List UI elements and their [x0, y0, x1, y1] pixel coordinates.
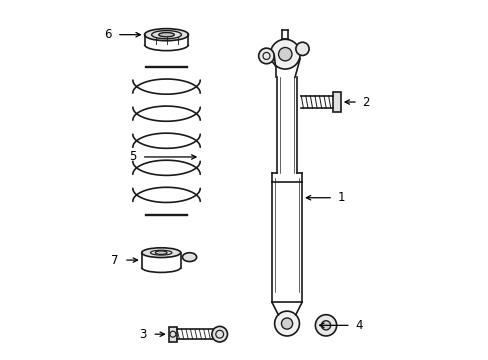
- Text: 6: 6: [104, 28, 111, 41]
- Circle shape: [270, 39, 300, 69]
- Ellipse shape: [159, 32, 174, 37]
- Text: 7: 7: [111, 253, 119, 267]
- Circle shape: [315, 315, 336, 336]
- Text: 3: 3: [140, 328, 147, 341]
- Ellipse shape: [144, 29, 188, 41]
- Circle shape: [274, 311, 299, 336]
- Text: 2: 2: [362, 95, 369, 108]
- Text: 1: 1: [337, 191, 344, 204]
- Ellipse shape: [142, 248, 181, 257]
- Circle shape: [278, 48, 291, 61]
- Text: 5: 5: [129, 150, 136, 163]
- Circle shape: [321, 321, 330, 330]
- Circle shape: [211, 327, 227, 342]
- Ellipse shape: [155, 251, 167, 255]
- Text: 4: 4: [355, 319, 362, 332]
- Bar: [332, 93, 340, 112]
- FancyBboxPatch shape: [168, 327, 177, 342]
- Circle shape: [295, 42, 308, 55]
- Circle shape: [258, 48, 274, 64]
- Ellipse shape: [182, 253, 196, 262]
- Circle shape: [281, 318, 292, 329]
